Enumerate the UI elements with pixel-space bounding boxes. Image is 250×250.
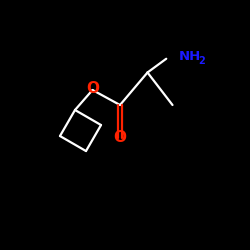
Text: O: O: [114, 130, 126, 146]
Text: NH: NH: [179, 50, 201, 63]
Text: O: O: [86, 81, 99, 96]
Text: 2: 2: [198, 56, 205, 66]
